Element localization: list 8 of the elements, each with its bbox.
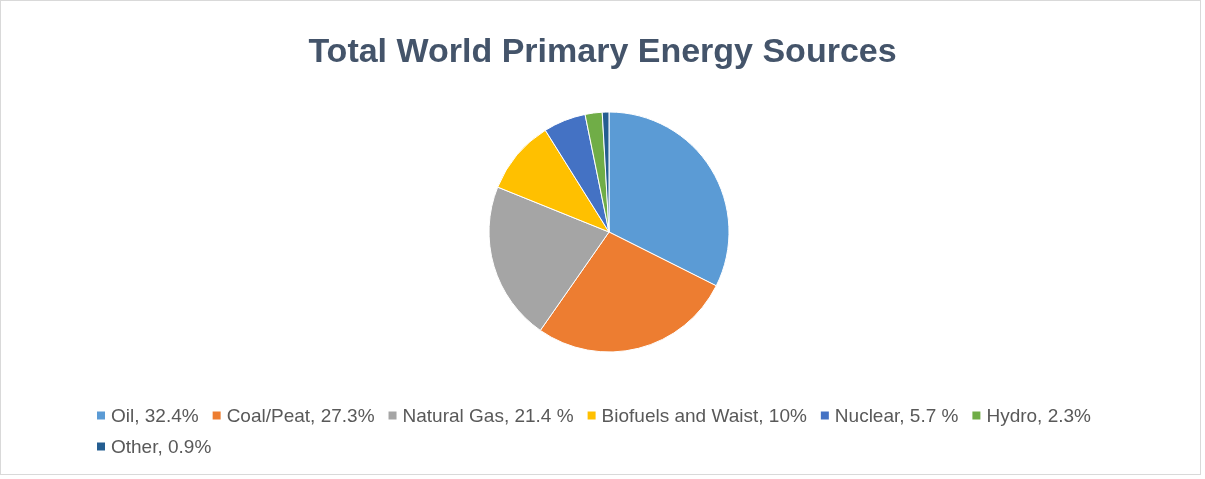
legend-label: Biofuels and Waist, 10% [601,405,807,426]
legend-label: Natural Gas, 21.4 % [402,405,574,426]
legend-label: Oil, 32.4% [111,405,199,426]
legend-label: Nuclear, 5.7 % [834,405,959,426]
legend-label: Hydro, 2.3% [986,405,1092,426]
legend-label: Coal/Peat, 27.3% [226,405,375,426]
chart-title: Total World Primary Energy Sources [308,31,897,69]
legend-label: Other, 0.9% [111,436,212,457]
